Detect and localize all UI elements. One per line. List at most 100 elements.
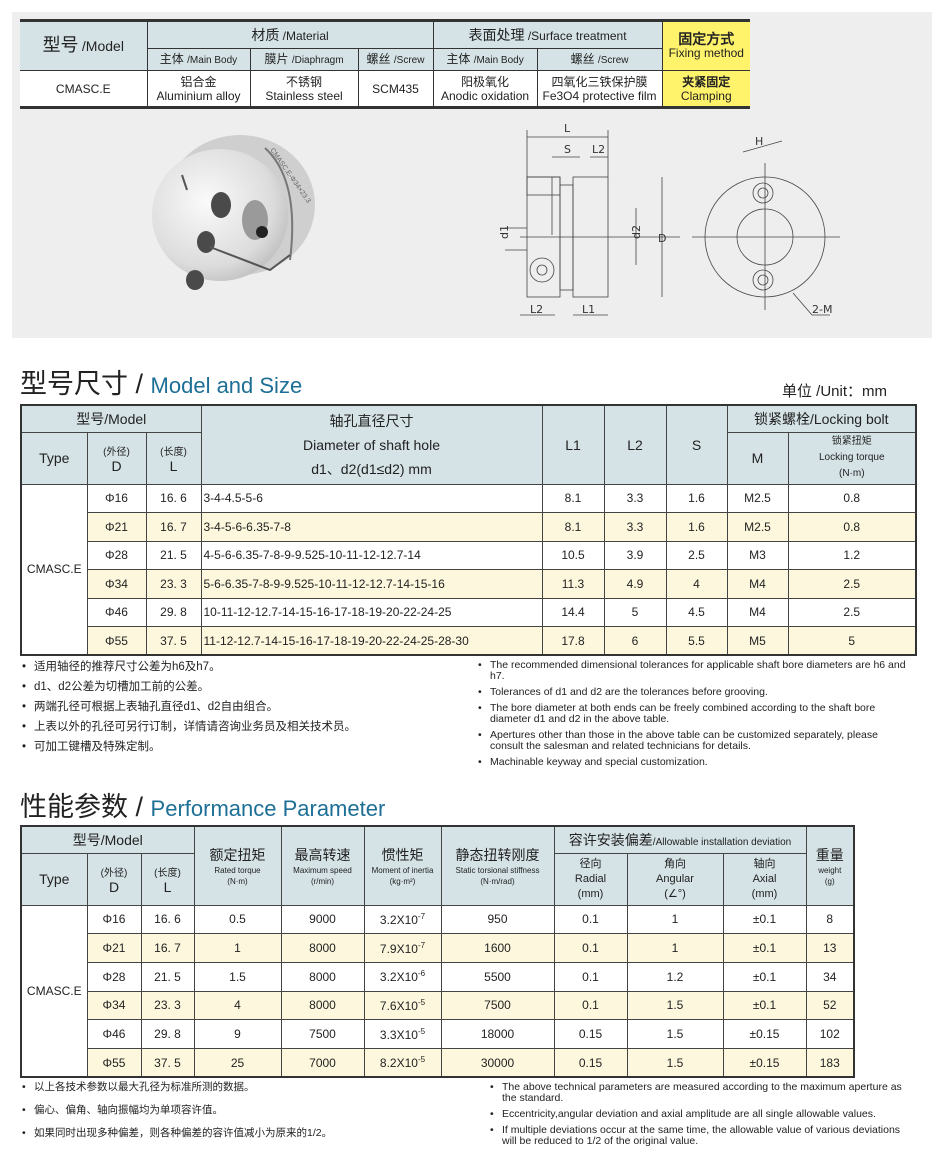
spec-table: 型号 /Model 材质 /Material 表面处理 /Surface tre… — [20, 19, 751, 109]
inertia-exponent: -6 — [417, 969, 426, 979]
note-item: 两端孔径可根据上表轴孔直径d1、d2自由组合。 — [22, 700, 472, 714]
l1-cell: 14.4 — [541, 597, 605, 627]
axial-cell: ±0.1 — [722, 961, 807, 992]
label-2M: 2-M — [812, 303, 832, 316]
stiff-cell: 5500 — [440, 961, 555, 992]
radial-cell: 0.1 — [553, 933, 628, 963]
length-cell: 16. 6 — [145, 483, 202, 513]
D-cell: Φ34 — [86, 990, 142, 1021]
inertia-exponent: -5 — [417, 997, 426, 1007]
locking-torque-cell: 2.5 — [787, 569, 917, 599]
stiff-cell: 18000 — [440, 1019, 555, 1049]
speed-cell: 8000 — [280, 990, 365, 1021]
label-H: H — [755, 135, 763, 148]
inertia-value: 3.3X10 — [379, 1027, 418, 1042]
radial-cell: 0.1 — [553, 990, 628, 1021]
outer-diameter-cell: Φ28 — [86, 540, 147, 570]
shaft-hole-cell: 11-12-12.7-14-15-16-17-18-19-20-22-24-25… — [200, 626, 543, 656]
perf-section-title: 性能参数 / Performance Parameter — [20, 792, 386, 822]
outer-diameter-cell: Φ21 — [86, 512, 147, 542]
note-item: 上表以外的孔径可另行订制，详情请咨询业务员及相关技术员。 — [22, 720, 472, 734]
size-table: 型号/Model 轴孔直径尺寸 Diameter of shaft hole d1、… — [20, 404, 918, 656]
speed-cell: 8000 — [280, 961, 365, 992]
surface-header: 表面处理 /Surface treatment — [432, 20, 663, 49]
locking-torque-cell: 2.5 — [787, 597, 917, 627]
D-cell: Φ16 — [86, 904, 142, 935]
rated-cell: 1 — [193, 933, 282, 963]
note-item: Tolerances of d1 and d2 are the toleranc… — [478, 687, 908, 699]
label-L: L — [564, 122, 571, 135]
table-row: Φ55 37. 5 11-12-12.7-14-15-16-17-18-19-20-… — [21, 626, 917, 656]
shaft-hole-cell: 4-5-6-6.35-7-8-9-9.525-10-11-12-12.7-14 — [200, 540, 543, 570]
locking-torque-cell: 0.8 — [787, 512, 917, 542]
bolt-m-cell: M4 — [726, 597, 789, 627]
l2-cell: 4.9 — [603, 569, 667, 599]
locking-torque-cell: 0.8 — [787, 483, 917, 513]
L-cell: 16. 6 — [140, 904, 195, 935]
note-item: The recommended dimensional tolerances f… — [478, 660, 908, 682]
note-item: 适用轴径的推荐尺寸公差为h6及h7。 — [22, 660, 472, 674]
inertia-exponent: -7 — [417, 940, 426, 950]
D-cell: Φ46 — [86, 1019, 142, 1049]
axial-cell: ±0.15 — [722, 1019, 807, 1049]
l1-cell: 10.5 — [541, 540, 605, 570]
size-notes-en: The recommended dimensional tolerances f… — [478, 660, 908, 773]
table-row: CMASC.E Φ16 16. 6 0.5 9000 3.2X10-7 950 0.1 1 ±0.… — [20, 904, 855, 1078]
perf-notes-en: The above technical parameters are measu… — [490, 1082, 910, 1152]
inertia-value: 3.2X10 — [379, 970, 418, 985]
note-item: Machinable keyway and special customizat… — [478, 757, 908, 769]
fixing-header: 固定方式 Fixing method — [661, 20, 751, 71]
l2-cell: 5 — [603, 597, 667, 627]
D-cell: Φ55 — [86, 1047, 142, 1078]
locking-torque-cell: 5 — [787, 626, 917, 656]
l2-cell: 3.3 — [603, 512, 667, 542]
weight-cell: 8 — [805, 904, 855, 935]
inertia-value: 3.2X10 — [379, 912, 418, 927]
inertia-cell: 3.2X10-6 — [363, 961, 442, 992]
s-cell: 4.5 — [665, 597, 728, 627]
label-D: D — [658, 232, 666, 245]
table-row: Φ34 23. 3 5-6-6.35-7-8-9-9.525-10-11-12-12… — [21, 569, 917, 599]
shaft-hole-cell: 3-4-4.5-5-6 — [200, 483, 543, 513]
material-header: 材质 /Material — [146, 20, 434, 49]
note-item: Eccentricity,angular deviation and axial… — [490, 1109, 910, 1121]
type-cell: CMASC.E — [20, 483, 88, 656]
note-item: 可加工键槽及特殊定制。 — [22, 740, 472, 754]
D-cell: Φ28 — [86, 961, 142, 992]
size-section-title: 型号尺寸 / Model and Size — [20, 369, 303, 399]
s-cell: 1.6 — [665, 483, 728, 513]
note-item: 如果同时出现多种偏差，则各种偏差的容许值减小为原来的1/2。 — [22, 1126, 472, 1140]
weight-cell: 52 — [805, 990, 855, 1021]
length-cell: 29. 8 — [145, 597, 202, 627]
shaft-hole-cell: 3-4-5-6-6.35-7-8 — [200, 512, 543, 542]
s-cell: 2.5 — [665, 540, 728, 570]
rated-cell: 25 — [193, 1047, 282, 1078]
speed-cell: 7000 — [280, 1047, 365, 1078]
rated-cell: 9 — [193, 1019, 282, 1049]
weight-cell: 34 — [805, 961, 855, 992]
inertia-cell: 8.2X10-5 — [363, 1047, 442, 1078]
product-photo: CMASC.E-Φ34×23.3 — [152, 135, 315, 290]
outer-diameter-cell: Φ55 — [86, 626, 147, 656]
label-L2-bottom: L2 — [530, 303, 543, 316]
model-header: 型号 /Model — [20, 20, 148, 71]
speed-cell: 8000 — [280, 933, 365, 963]
length-cell: 21. 5 — [145, 540, 202, 570]
label-S: S — [564, 143, 571, 156]
rated-cell: 1.5 — [193, 961, 282, 992]
axial-cell: ±0.1 — [722, 990, 807, 1021]
radial-cell: 0.1 — [553, 904, 628, 935]
stiff-cell: 30000 — [440, 1047, 555, 1078]
angular-cell: 1 — [626, 904, 724, 935]
inertia-cell: 7.6X10-5 — [363, 990, 442, 1021]
s-cell: 4 — [665, 569, 728, 599]
bolt-m-cell: M3 — [726, 540, 789, 570]
speed-cell: 9000 — [280, 904, 365, 935]
bolt-m-cell: M4 — [726, 569, 789, 599]
length-cell: 16. 7 — [145, 512, 202, 542]
s-cell: 5.5 — [665, 626, 728, 656]
locking-torque-cell: 1.2 — [787, 540, 917, 570]
s-cell: 1.6 — [665, 512, 728, 542]
l1-cell: 8.1 — [541, 483, 605, 513]
inertia-exponent: -7 — [417, 911, 426, 921]
